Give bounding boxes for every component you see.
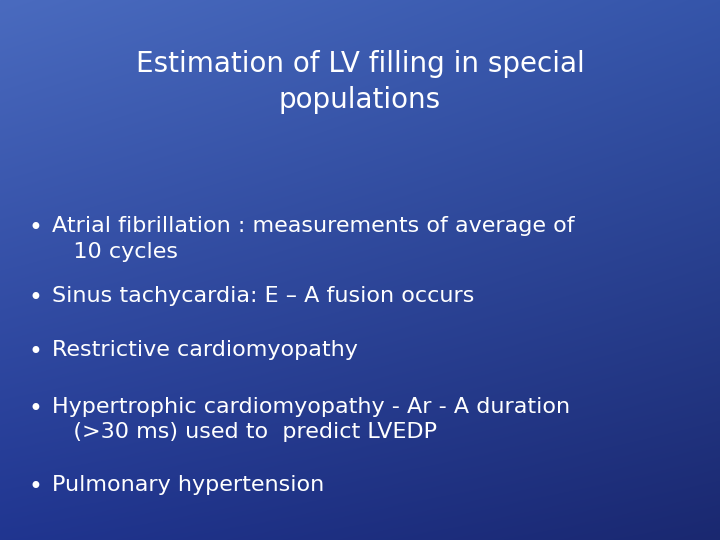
Text: Pulmonary hypertension: Pulmonary hypertension	[52, 475, 324, 495]
Text: Restrictive cardiomyopathy: Restrictive cardiomyopathy	[52, 340, 358, 360]
Text: •: •	[28, 286, 42, 310]
Text: Atrial fibrillation : measurements of average of
   10 cycles: Atrial fibrillation : measurements of av…	[52, 216, 575, 261]
Text: •: •	[28, 475, 42, 499]
Text: Estimation of LV filling in special
populations: Estimation of LV filling in special popu…	[135, 50, 585, 114]
Text: Sinus tachycardia: E – A fusion occurs: Sinus tachycardia: E – A fusion occurs	[52, 286, 474, 306]
Text: •: •	[28, 397, 42, 421]
Text: •: •	[28, 340, 42, 364]
Text: Hypertrophic cardiomyopathy - Ar - A duration
   (>30 ms) used to  predict LVEDP: Hypertrophic cardiomyopathy - Ar - A dur…	[52, 397, 570, 442]
Text: •: •	[28, 216, 42, 240]
